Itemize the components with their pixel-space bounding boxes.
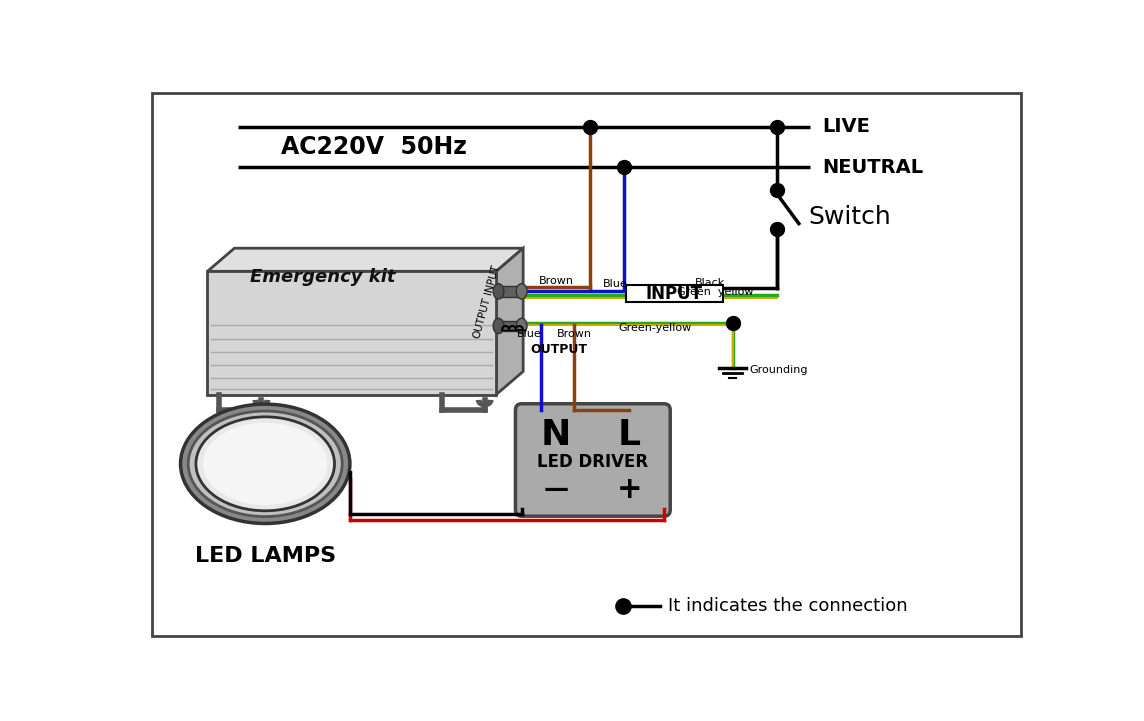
Bar [207,271,496,394]
Text: Brown: Brown [539,275,573,286]
Text: NEUTRAL: NEUTRAL [821,158,923,177]
Text: N: N [541,418,572,452]
Text: OUTPUT: OUTPUT [531,343,588,356]
Bar [499,286,522,297]
Text: LED LAMPS: LED LAMPS [194,547,336,566]
Ellipse shape [202,423,327,505]
Text: Blue: Blue [517,329,542,340]
Polygon shape [496,248,523,394]
Text: INPUT: INPUT [645,285,702,303]
Polygon shape [207,248,523,271]
Ellipse shape [516,318,527,334]
Text: AC220V  50Hz: AC220V 50Hz [280,135,467,159]
Text: OUTPUT: OUTPUT [472,296,493,339]
Text: Green-yellow: Green-yellow [619,322,692,332]
Text: Black: Black [694,278,725,288]
Bar [499,321,522,332]
Text: LIVE: LIVE [821,117,869,136]
Ellipse shape [181,404,350,523]
Text: L: L [618,418,641,452]
Text: It indicates the connection: It indicates the connection [668,597,907,615]
Ellipse shape [196,417,334,510]
Text: Grounding: Grounding [749,365,808,375]
Text: Emergency kit: Emergency kit [251,268,396,286]
Text: LED DRIVER: LED DRIVER [538,454,649,472]
Text: —: — [543,477,569,501]
Text: Switch: Switch [808,205,891,229]
Text: Blue: Blue [603,278,628,288]
Ellipse shape [189,411,342,516]
Text: +: + [617,474,642,504]
Ellipse shape [516,283,527,299]
FancyBboxPatch shape [627,286,723,302]
Text: INPUT: INPUT [484,263,501,295]
Ellipse shape [493,283,503,299]
Text: Brown: Brown [557,329,593,340]
Text: Green  yellow: Green yellow [677,287,754,297]
FancyBboxPatch shape [516,404,670,516]
Ellipse shape [493,318,503,334]
